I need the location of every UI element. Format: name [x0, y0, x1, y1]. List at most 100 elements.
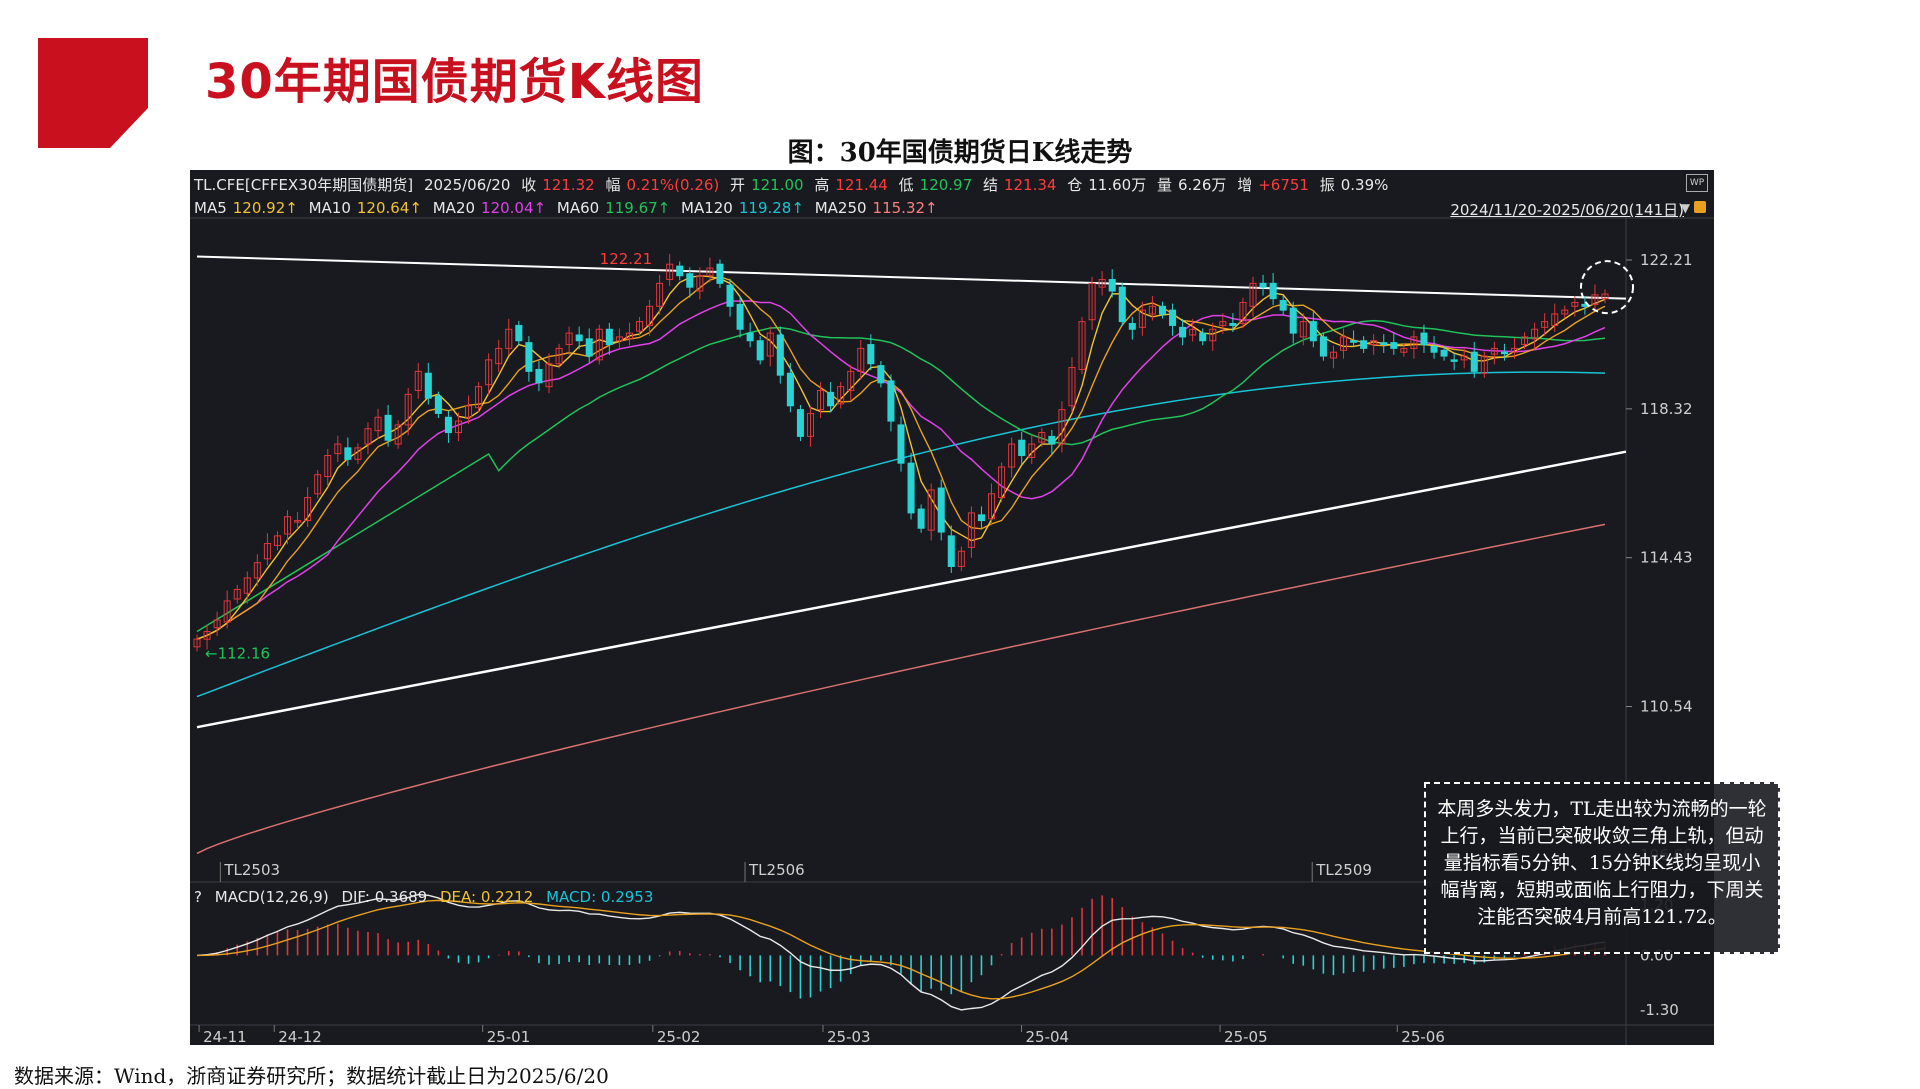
period-high-label: 122.21 [600, 250, 653, 268]
dif-value: DIF: 0.3689 [341, 888, 428, 906]
candle-body [394, 424, 402, 445]
candle-body [253, 562, 261, 579]
data-source: 数据来源：Wind，浙商证券研究所；数据统计截止日为2025/6/20 [14, 1064, 609, 1088]
candle-body [1068, 367, 1076, 407]
candle-body [203, 631, 211, 640]
candle-body [364, 428, 372, 445]
candle-body [867, 344, 875, 365]
candle-body [927, 489, 935, 531]
candle-body [384, 414, 392, 441]
vol-label: 量 [1156, 176, 1172, 194]
ma10-value: 120.64↑ [356, 199, 422, 217]
candle-body [213, 619, 221, 629]
candle-body [1199, 332, 1207, 342]
candle-body [1350, 340, 1358, 343]
candle-body [877, 365, 885, 384]
candle-body [1158, 305, 1167, 315]
candle-body [243, 577, 251, 594]
candle-body [1229, 323, 1237, 326]
x-tick-label: 25-02 [657, 1028, 701, 1045]
macd-legend: ? MACD(12,26,9) DIF: 0.3689 DEA: 0.2212 … [194, 888, 661, 906]
candle-body [766, 332, 774, 357]
candle-body [1551, 313, 1559, 326]
candle-body [1239, 301, 1247, 325]
candle-body [404, 393, 412, 426]
quote-header: TL.CFE[CFFEX30年期国债期货] 2025/06/20 收 121.32… [194, 174, 1394, 195]
ma-legend: MA5 120.92↑ MA10 120.64↑ MA20 120.04↑ MA60 1… [194, 199, 944, 217]
candle-body [585, 338, 593, 357]
candle-body [706, 267, 714, 277]
candle-body [263, 543, 271, 560]
candle-body [273, 535, 281, 546]
candle-body [1500, 351, 1508, 355]
candle-body [1329, 351, 1337, 359]
figure-caption: 图：30年国债期货日K线走势 [787, 138, 1133, 168]
candle-body [334, 443, 342, 455]
lock-icon[interactable] [1694, 201, 1706, 213]
x-tick-label: 25-05 [1224, 1028, 1268, 1045]
ma120-value: 119.28↑ [738, 199, 804, 217]
candle-body [1028, 443, 1036, 458]
candle-body [615, 336, 623, 342]
high-value: 121.44 [835, 176, 888, 194]
candle-body [1138, 309, 1146, 328]
candle-body [1450, 359, 1458, 362]
candle-body [605, 328, 613, 346]
contract-label: TL2509 [1315, 861, 1372, 879]
candle-body [1148, 305, 1156, 315]
close-label: 收 [521, 176, 537, 194]
candle-body [1319, 336, 1327, 357]
candle-body [454, 420, 463, 434]
y-tick-label: 114.43 [1640, 549, 1693, 567]
ma60-line [196, 319, 1606, 633]
candle-body [1179, 326, 1187, 338]
x-tick-label: 24-12 [278, 1028, 322, 1045]
candle-body [676, 265, 684, 277]
candle-body [324, 455, 332, 478]
candle-body [1490, 347, 1498, 355]
amp-value: 0.39% [1340, 176, 1389, 194]
macd-value: MACD: 0.2953 [546, 888, 654, 906]
candle-body [525, 342, 533, 372]
candle-body [1118, 286, 1126, 323]
candle-body [897, 424, 905, 464]
candle-body [294, 520, 302, 523]
ma5-label: MA5 [194, 199, 227, 217]
candle-body [1541, 321, 1549, 328]
ma120-label: MA120 [681, 199, 733, 217]
candle-body [947, 535, 955, 567]
ma250-line [196, 523, 1606, 855]
candle-body [1189, 328, 1197, 336]
candle-body [827, 391, 835, 407]
dropdown-triangle-icon[interactable]: ▼ [1680, 201, 1690, 215]
candle-body [1309, 321, 1317, 342]
candle-body [565, 332, 573, 346]
high-label: 高 [814, 176, 830, 194]
wp-icon[interactable]: WP [1686, 174, 1708, 192]
candle-body [374, 416, 382, 432]
close-value: 121.32 [542, 176, 595, 194]
oi-label: 仓 [1067, 176, 1083, 194]
candle-body [686, 273, 694, 288]
candle-body [1018, 439, 1026, 457]
candle-body [1430, 345, 1438, 353]
slide-title: 30年期国债期货K线图 [205, 54, 704, 110]
help-icon[interactable]: ? [194, 888, 202, 906]
ma250-label: MA250 [814, 199, 867, 217]
date-range-selector[interactable]: 2024/11/20-2025/06/20(141日) [1450, 201, 1684, 219]
candle-body [1400, 347, 1408, 353]
ma10-label: MA10 [308, 199, 351, 217]
candle-body [998, 466, 1006, 499]
open-label: 开 [730, 176, 746, 194]
change-label: 幅 [605, 176, 621, 194]
candle-body [1470, 351, 1478, 372]
candle-body [837, 386, 845, 405]
y-tick-label: 110.54 [1640, 698, 1693, 716]
candle-body [434, 395, 442, 414]
candle-body [625, 332, 633, 340]
candle-body [495, 347, 503, 365]
candle-body [515, 324, 523, 342]
candle-body [1420, 332, 1428, 346]
oi-value: 11.60万 [1088, 176, 1147, 194]
candle-body [907, 462, 915, 514]
